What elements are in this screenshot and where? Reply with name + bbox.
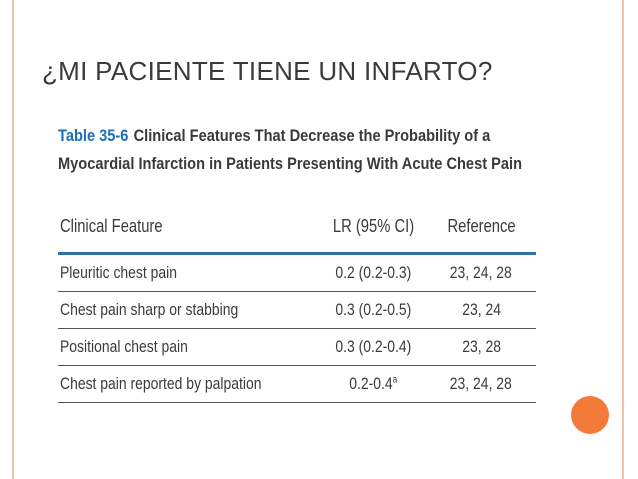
reference-cell: 23, 24	[461, 300, 501, 319]
slide-frame	[12, 0, 624, 479]
header-reference: Reference	[447, 215, 516, 236]
caption-line-1: Clinical Features That Decrease the Prob…	[133, 126, 491, 145]
lr-cell: 0.3 (0.2-0.5)	[335, 300, 412, 319]
reference-cell: 23, 28	[461, 337, 501, 356]
table-number: Table 35-6	[58, 126, 129, 145]
feature-cell: Chest pain reported by palpation	[60, 374, 262, 393]
reference-cell: 23, 24, 28	[450, 374, 513, 393]
table-row: Chest pain reported by palpation 0.2-0.4…	[58, 366, 536, 403]
slide-title: ¿MI PACIENTE TIENE UN INFARTO?	[42, 56, 493, 86]
caption-line-2: Myocardial Infarction in Patients Presen…	[58, 154, 523, 173]
header-lr: LR (95% CI)	[333, 215, 415, 236]
feature-cell: Pleuritic chest pain	[60, 263, 178, 282]
header-clinical-feature: Clinical Feature	[60, 215, 163, 236]
table-caption: Table 35-6 Clinical Features That Decreas…	[58, 122, 523, 178]
lr-cell: 0.3 (0.2-0.4)	[335, 337, 412, 356]
feature-cell: Positional chest pain	[60, 337, 188, 356]
decorative-orange-circle	[571, 396, 609, 434]
table-row: Chest pain sharp or stabbing 0.3 (0.2-0.…	[58, 292, 536, 329]
lr-cell: 0.2-0.4	[349, 374, 394, 393]
table-row: Positional chest pain 0.3 (0.2-0.4) 23, …	[58, 329, 536, 366]
table-row: Pleuritic chest pain 0.2 (0.2-0.3) 23, 2…	[58, 255, 536, 292]
reference-cell: 23, 24, 28	[450, 263, 513, 282]
clinical-features-table: Clinical Feature LR (95% CI) Reference P…	[58, 200, 536, 403]
lr-cell: 0.2 (0.2-0.3)	[335, 263, 412, 282]
table-header-row: Clinical Feature LR (95% CI) Reference	[58, 200, 536, 255]
feature-cell: Chest pain sharp or stabbing	[60, 300, 239, 319]
footnote-marker: a	[393, 374, 398, 386]
